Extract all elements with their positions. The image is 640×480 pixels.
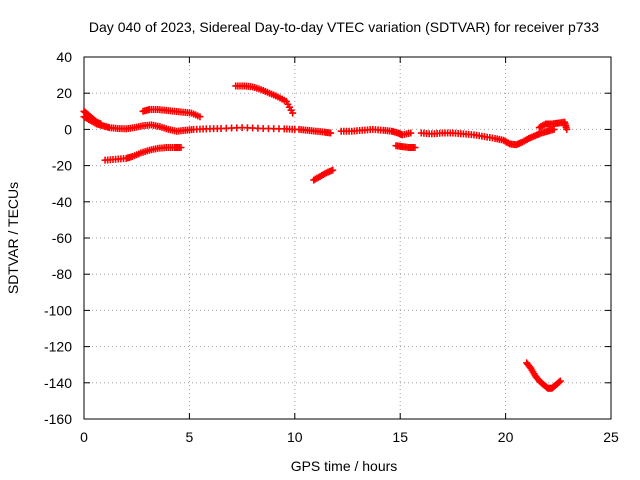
data-point bbox=[196, 113, 204, 121]
y-tick-label: -40 bbox=[52, 194, 72, 210]
data-point bbox=[563, 125, 571, 133]
grid bbox=[84, 57, 611, 419]
chart-title: Day 040 of 2023, Sidereal Day-to-day VTE… bbox=[89, 19, 599, 35]
data-points bbox=[80, 82, 571, 392]
y-tick-label: 40 bbox=[56, 49, 72, 65]
plot-frame bbox=[83, 56, 612, 420]
data-point bbox=[411, 144, 419, 151]
y-tick-label: -60 bbox=[52, 230, 72, 246]
y-tick-label: 20 bbox=[56, 85, 72, 101]
y-tick-label: -80 bbox=[52, 266, 72, 282]
series-arc-6 bbox=[295, 125, 335, 137]
series-arc-12 bbox=[523, 359, 564, 392]
x-tick-label: 15 bbox=[392, 429, 408, 445]
axis-ticks: 0 5 10 15 20 25 40 20 0 -20 -40 -60 -80 -100 -120 -140 -… bbox=[44, 49, 619, 445]
x-axis-title: GPS time / hours bbox=[291, 458, 398, 474]
data-point bbox=[329, 166, 337, 174]
x-tick-label: 5 bbox=[186, 429, 194, 445]
y-tick-label: -100 bbox=[44, 302, 72, 318]
x-tick-label: 20 bbox=[498, 429, 514, 445]
y-tick-label: -20 bbox=[52, 158, 72, 174]
data-point bbox=[177, 144, 185, 151]
series-arc-3 bbox=[101, 144, 185, 164]
series-arc-4 bbox=[139, 105, 204, 121]
data-point bbox=[97, 120, 105, 128]
data-point bbox=[327, 129, 335, 137]
y-axis-title: SDTVAR / TECUs bbox=[5, 182, 21, 294]
x-tick-label: 25 bbox=[603, 429, 619, 445]
series-arc-2 bbox=[80, 107, 105, 128]
series-arc-11 bbox=[535, 118, 571, 133]
series-arc-10 bbox=[417, 125, 558, 149]
y-tick-label: 0 bbox=[64, 121, 72, 137]
x-tick-label: 10 bbox=[287, 429, 303, 445]
series-arc-7 bbox=[310, 166, 337, 184]
y-tick-label: -160 bbox=[44, 411, 72, 427]
series-arc-5 bbox=[232, 82, 297, 117]
series-arc-8 bbox=[337, 125, 415, 139]
data-point bbox=[407, 129, 415, 137]
y-tick-label: -140 bbox=[44, 375, 72, 391]
x-tick-label: 0 bbox=[80, 429, 88, 445]
series-arc-9 bbox=[392, 142, 419, 151]
data-point bbox=[289, 109, 297, 117]
data-point bbox=[556, 377, 564, 385]
y-tick-label: -120 bbox=[44, 339, 72, 355]
series-arc-1 bbox=[80, 113, 299, 135]
data-point bbox=[555, 378, 563, 386]
